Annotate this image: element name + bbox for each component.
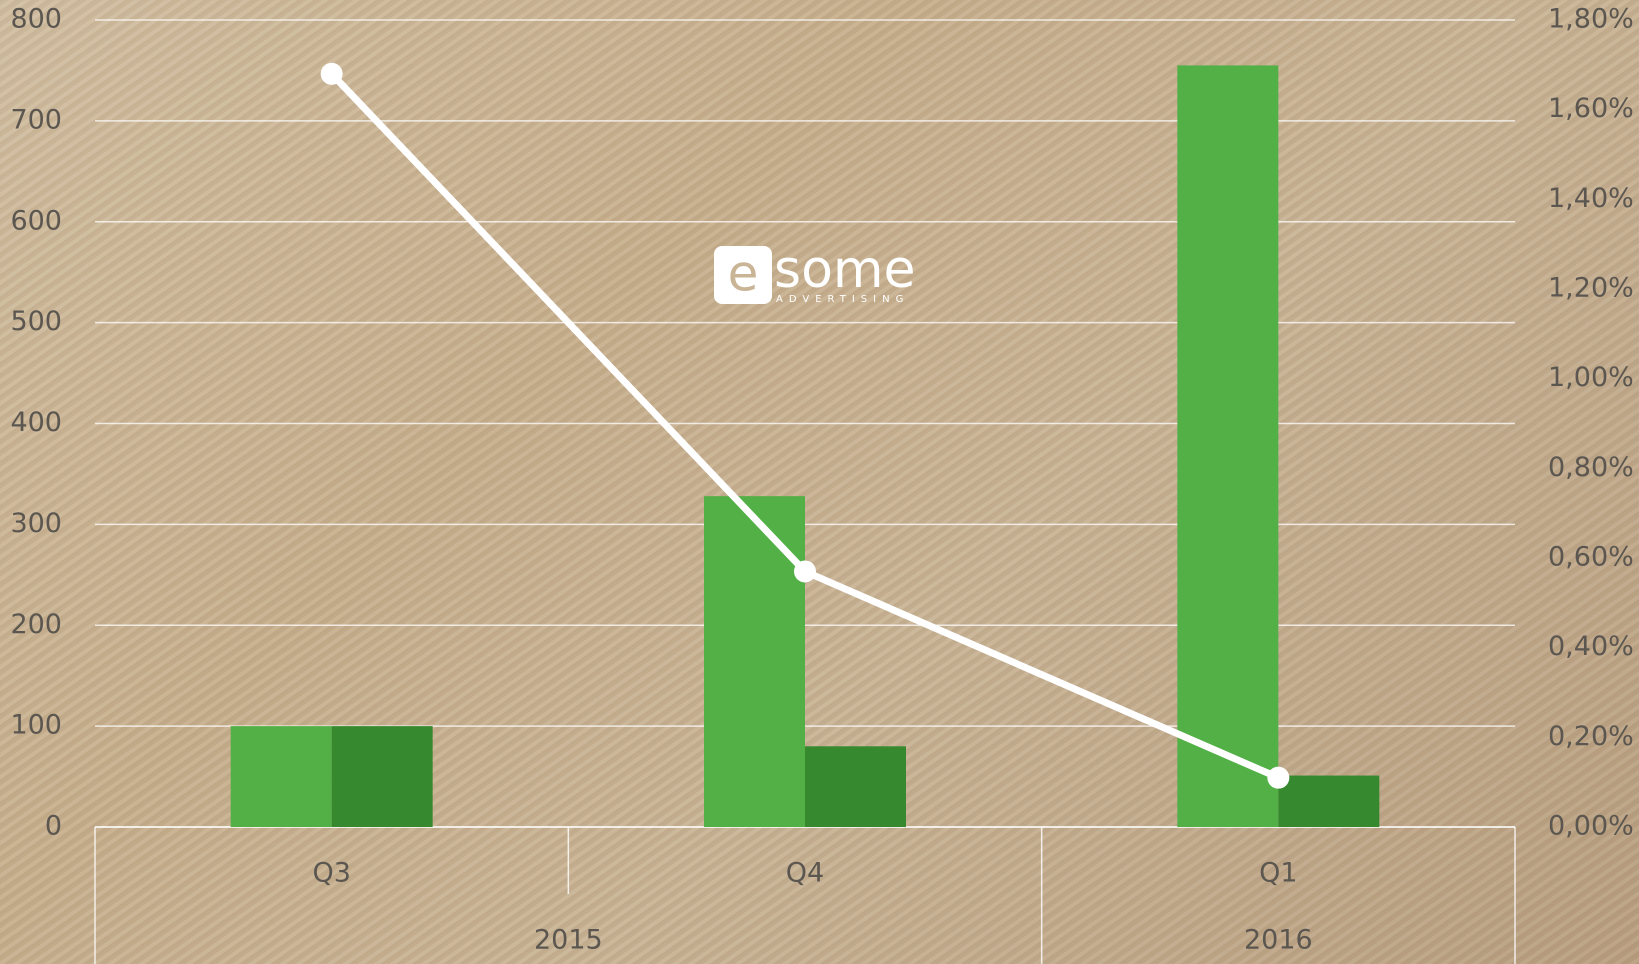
- chart: e some ADVERTISING 0 100 200 300 400 500 600 70…: [0, 0, 1639, 964]
- bar: [805, 746, 906, 827]
- x-tick-label: Q1: [1259, 858, 1297, 889]
- y-tick-label: 600: [10, 205, 62, 236]
- x-tick-label: Q3: [312, 858, 350, 889]
- y-tick-label: 800: [10, 4, 62, 35]
- group-label: 2015: [534, 925, 603, 956]
- y-tick-label: 700: [10, 104, 62, 135]
- bar: [1278, 776, 1379, 827]
- line-point: [1267, 767, 1289, 789]
- y-tick-label: 300: [10, 508, 62, 539]
- logo-name: some: [774, 240, 916, 300]
- x-tick-label: Q4: [786, 858, 824, 889]
- bar: [332, 726, 433, 827]
- line-point: [794, 560, 816, 582]
- logo-mark: e: [728, 245, 759, 303]
- line-point: [321, 63, 343, 85]
- logo: e some ADVERTISING: [714, 240, 916, 305]
- y-tick-label: 100: [10, 710, 62, 741]
- y2-tick-label: 1,00%: [1548, 362, 1634, 393]
- y-tick-label: 400: [10, 407, 62, 438]
- y2-tick-label: 1,60%: [1548, 93, 1634, 124]
- y2-tick-label: 1,40%: [1548, 183, 1634, 214]
- logo-tagline: ADVERTISING: [776, 294, 909, 305]
- group-label: 2016: [1244, 925, 1313, 956]
- y-tick-label: 500: [10, 306, 62, 337]
- y-tick-label: 200: [10, 609, 62, 640]
- bar: [704, 496, 805, 827]
- y2-tick-label: 0,40%: [1548, 631, 1634, 662]
- y2-tick-label: 1,80%: [1548, 4, 1634, 35]
- y2-tick-label: 1,20%: [1548, 273, 1634, 304]
- y2-tick-label: 0,20%: [1548, 721, 1634, 752]
- y2-tick-label: 0,80%: [1548, 452, 1634, 483]
- bar: [1177, 65, 1278, 827]
- bar: [231, 726, 332, 827]
- y2-tick-label: 0,60%: [1548, 542, 1634, 573]
- y2-tick-label: 0,00%: [1548, 811, 1634, 842]
- y-tick-label: 0: [45, 811, 62, 842]
